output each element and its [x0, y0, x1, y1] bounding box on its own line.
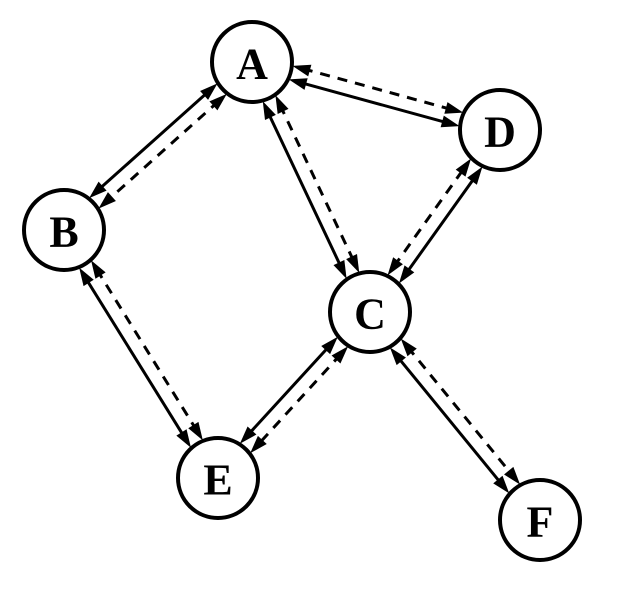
node-label-B: B: [49, 208, 78, 257]
node-label-F: F: [527, 498, 554, 547]
arrowhead: [79, 268, 94, 286]
node-A: A: [212, 22, 292, 102]
node-D: D: [460, 90, 540, 170]
arrowhead: [467, 167, 482, 185]
node-label-D: D: [484, 108, 516, 157]
node-E: E: [178, 438, 258, 518]
arrowhead: [388, 257, 403, 275]
arrowhead: [176, 429, 191, 447]
arrowhead: [289, 78, 308, 90]
arrowhead: [441, 116, 460, 128]
edge-A-C: [263, 95, 360, 279]
edge-C-E: [240, 337, 348, 453]
node-label-E: E: [203, 456, 232, 505]
arrowhead: [456, 158, 471, 176]
node-label-A: A: [236, 40, 268, 89]
arrowhead: [399, 265, 414, 283]
arrowhead: [346, 254, 359, 273]
edge-C-F: [390, 339, 520, 494]
edge-A-B: [89, 83, 227, 208]
arrowhead: [98, 192, 115, 208]
arrowhead: [275, 95, 288, 114]
network-diagram: A B C D E F: [0, 0, 631, 600]
edge-C-D: [388, 158, 483, 283]
edge-A-D: [289, 65, 464, 127]
arrowhead: [188, 422, 203, 440]
arrowhead: [504, 467, 520, 485]
node-B: B: [24, 190, 104, 270]
edge-B-E: [79, 260, 203, 447]
edges-group: [79, 65, 520, 494]
node-F: F: [500, 480, 580, 560]
arrowhead: [444, 102, 463, 114]
node-label-C: C: [354, 290, 386, 339]
arrowhead: [91, 260, 106, 278]
arrowhead: [263, 101, 276, 120]
arrowhead: [333, 260, 346, 279]
arrowhead: [292, 65, 311, 77]
node-C: C: [330, 272, 410, 352]
